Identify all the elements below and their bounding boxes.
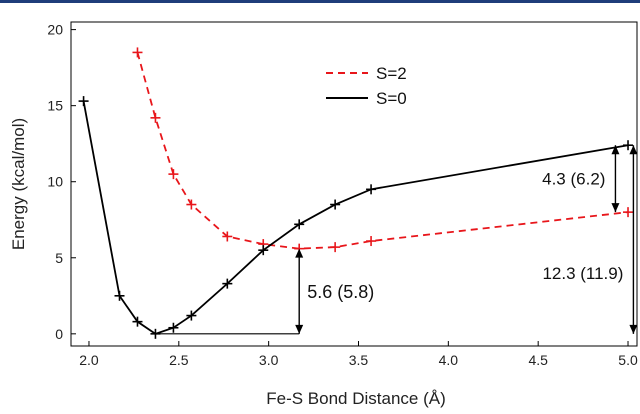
arrow-head bbox=[611, 203, 620, 213]
data-point-s0 bbox=[168, 322, 179, 333]
data-point-s2 bbox=[186, 199, 197, 210]
data-point-s0 bbox=[366, 184, 377, 195]
data-point-s0 bbox=[623, 140, 634, 151]
annotation-12-3: 12.3 (11.9) bbox=[542, 264, 623, 283]
data-point-s2 bbox=[222, 231, 233, 242]
arrow-head bbox=[295, 324, 304, 334]
y-tick-label: 10 bbox=[47, 174, 63, 190]
legend-label-s2: S=2 bbox=[376, 64, 407, 83]
x-axis-label: Fe-S Bond Distance (Å) bbox=[266, 389, 446, 408]
x-tick-label: 4.5 bbox=[528, 352, 548, 368]
arrow-head bbox=[295, 248, 304, 258]
arrow-head bbox=[629, 324, 638, 334]
arrow-5-6 bbox=[295, 248, 304, 334]
annotation-layer: 5.6 (5.8) 4.3 (6.2) 12.3 (11.9) bbox=[155, 145, 638, 335]
x-tick-label: 3.5 bbox=[349, 352, 369, 368]
data-point-s0 bbox=[186, 310, 197, 321]
arrow-head bbox=[629, 145, 638, 155]
x-tick-label: 2.0 bbox=[79, 352, 99, 368]
data-point-s0 bbox=[114, 290, 125, 301]
plot-frame bbox=[70, 21, 638, 347]
legend-label-s0: S=0 bbox=[376, 89, 407, 108]
data-point-s2 bbox=[168, 169, 179, 180]
top-rule bbox=[0, 0, 640, 3]
series-line-s2 bbox=[136, 52, 629, 250]
data-point-s0 bbox=[294, 219, 305, 230]
arrow-4-3 bbox=[611, 145, 620, 213]
data-point-s2 bbox=[330, 242, 341, 253]
series-layer bbox=[78, 47, 634, 339]
data-point-s2 bbox=[366, 236, 377, 247]
data-point-s2 bbox=[623, 207, 634, 218]
x-tick-label: 5.0 bbox=[618, 352, 638, 368]
data-point-s2 bbox=[132, 47, 143, 58]
x-tick-label: 3.0 bbox=[259, 352, 279, 368]
data-point-s0 bbox=[258, 245, 269, 256]
x-tick-label: 4.0 bbox=[439, 352, 459, 368]
x-tick-label: 2.5 bbox=[169, 352, 189, 368]
data-point-s0 bbox=[78, 96, 89, 107]
series-line-s0 bbox=[82, 100, 629, 335]
y-tick-label: 5 bbox=[55, 250, 63, 266]
data-point-s0 bbox=[222, 278, 233, 289]
ticks-layer: 2.0 2.5 3.0 3.5 4.0 4.5 5.0 0 5 10 15 20 bbox=[47, 22, 638, 368]
data-point-s0 bbox=[132, 316, 143, 327]
axes-layer bbox=[70, 21, 638, 347]
annotation-5-6: 5.6 (5.8) bbox=[307, 282, 374, 302]
data-point-s2 bbox=[150, 112, 161, 123]
y-tick-label: 15 bbox=[47, 98, 63, 114]
arrow-12-3 bbox=[629, 145, 638, 334]
legend: S=2S=0 bbox=[326, 64, 407, 108]
y-axis-label: Energy (kcal/mol) bbox=[9, 118, 28, 250]
y-tick-label: 0 bbox=[55, 326, 63, 342]
y-tick-label: 20 bbox=[47, 22, 63, 38]
arrow-head bbox=[611, 145, 620, 155]
data-point-s0 bbox=[330, 199, 341, 210]
annotation-4-3: 4.3 (6.2) bbox=[542, 170, 605, 189]
